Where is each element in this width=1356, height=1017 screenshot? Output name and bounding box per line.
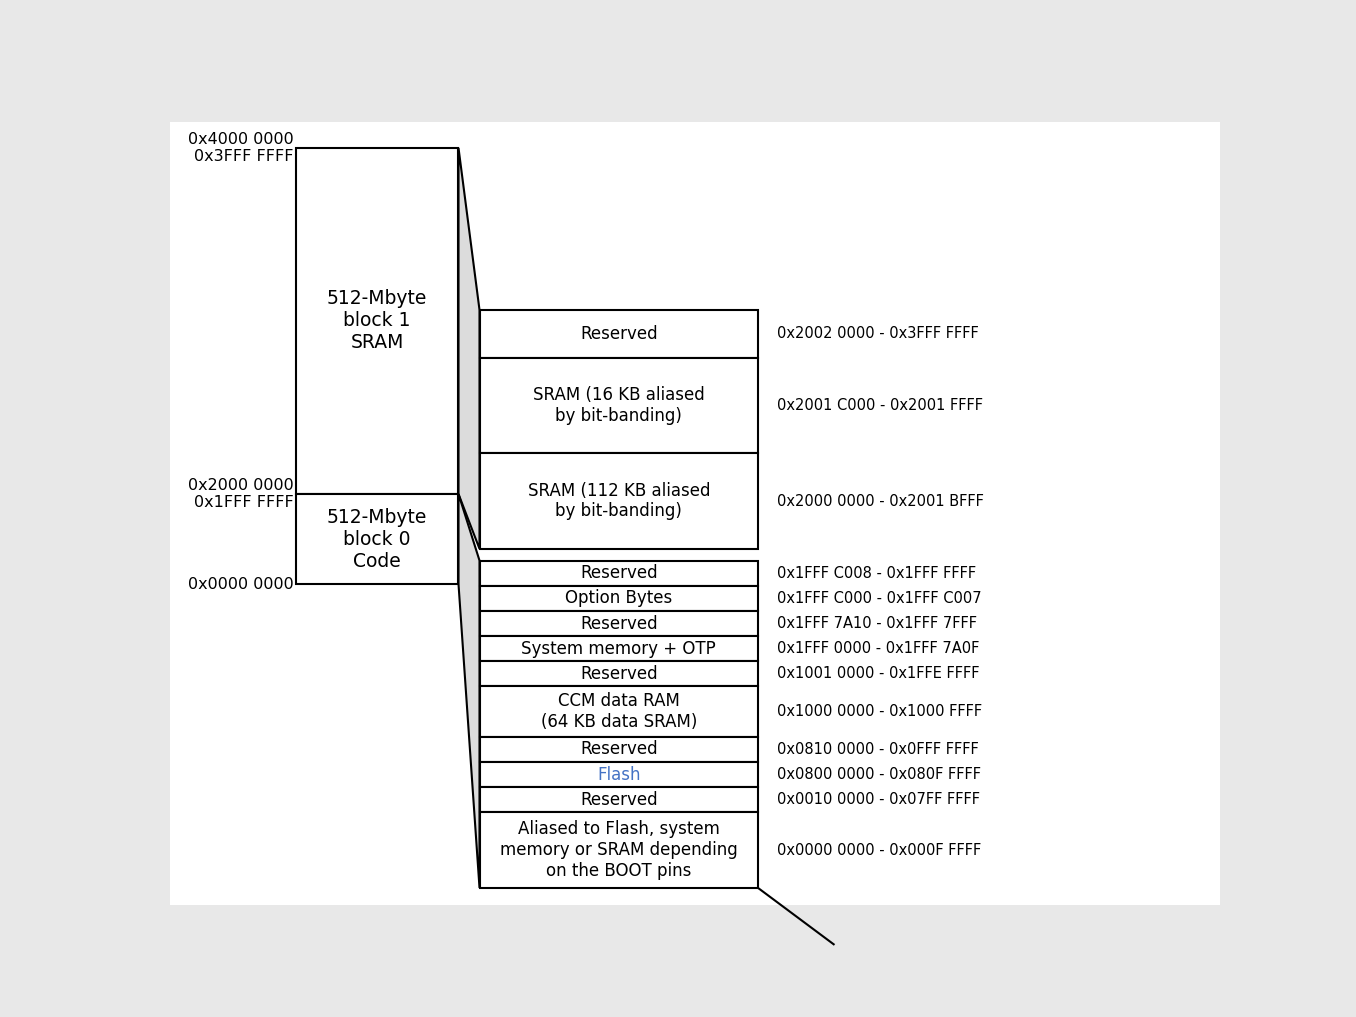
Bar bbox=[480, 560, 758, 888]
Text: 0x2000 0000
0x1FFF FFFF: 0x2000 0000 0x1FFF FFFF bbox=[187, 478, 293, 511]
Text: 512-Mbyte
block 1
SRAM: 512-Mbyte block 1 SRAM bbox=[327, 290, 427, 353]
Bar bbox=[480, 686, 758, 737]
Text: Flash: Flash bbox=[597, 766, 640, 783]
Text: 0x1FFF 0000 - 0x1FFF 7A0F: 0x1FFF 0000 - 0x1FFF 7A0F bbox=[777, 641, 979, 656]
Text: Aliased to Flash, system
memory or SRAM depending
on the BOOT pins: Aliased to Flash, system memory or SRAM … bbox=[500, 821, 738, 880]
Text: 0x0800 0000 - 0x080F FFFF: 0x0800 0000 - 0x080F FFFF bbox=[777, 767, 980, 782]
Text: Option Bytes: Option Bytes bbox=[565, 589, 673, 607]
Bar bbox=[480, 762, 758, 787]
Bar bbox=[480, 611, 758, 636]
Text: System memory + OTP: System memory + OTP bbox=[522, 640, 716, 658]
Text: 0x0000 0000 - 0x000F FFFF: 0x0000 0000 - 0x000F FFFF bbox=[777, 843, 982, 857]
Bar bbox=[296, 147, 458, 494]
Text: SRAM (16 KB aliased
by bit-banding): SRAM (16 KB aliased by bit-banding) bbox=[533, 386, 705, 425]
Text: 0x1FFF C008 - 0x1FFF FFFF: 0x1FFF C008 - 0x1FFF FFFF bbox=[777, 565, 976, 581]
Bar bbox=[480, 787, 758, 813]
Text: SRAM (112 KB aliased
by bit-banding): SRAM (112 KB aliased by bit-banding) bbox=[527, 482, 711, 521]
Bar bbox=[296, 494, 458, 584]
Bar bbox=[480, 454, 758, 549]
Text: 0x1000 0000 - 0x1000 FFFF: 0x1000 0000 - 0x1000 FFFF bbox=[777, 704, 982, 719]
Text: 0x2002 0000 - 0x3FFF FFFF: 0x2002 0000 - 0x3FFF FFFF bbox=[777, 326, 979, 342]
Text: Reserved: Reserved bbox=[580, 614, 658, 633]
Text: Reserved: Reserved bbox=[580, 665, 658, 682]
Text: 512-Mbyte
block 0
Code: 512-Mbyte block 0 Code bbox=[327, 507, 427, 571]
Text: 0x2001 C000 - 0x2001 FFFF: 0x2001 C000 - 0x2001 FFFF bbox=[777, 398, 983, 413]
Text: Reserved: Reserved bbox=[580, 791, 658, 809]
Bar bbox=[480, 310, 758, 358]
Polygon shape bbox=[458, 494, 480, 888]
Text: CCM data RAM
(64 KB data SRAM): CCM data RAM (64 KB data SRAM) bbox=[541, 693, 697, 731]
Bar bbox=[480, 661, 758, 686]
Bar bbox=[480, 636, 758, 661]
Bar bbox=[480, 358, 758, 454]
Bar bbox=[480, 813, 758, 888]
Text: Reserved: Reserved bbox=[580, 740, 658, 759]
Text: 0x0010 0000 - 0x07FF FFFF: 0x0010 0000 - 0x07FF FFFF bbox=[777, 792, 980, 807]
Polygon shape bbox=[458, 147, 480, 549]
Text: 0x0810 0000 - 0x0FFF FFFF: 0x0810 0000 - 0x0FFF FFFF bbox=[777, 742, 979, 757]
Text: Reserved: Reserved bbox=[580, 564, 658, 582]
Bar bbox=[480, 586, 758, 611]
Bar bbox=[480, 560, 758, 586]
Text: Reserved: Reserved bbox=[580, 324, 658, 343]
Bar bbox=[480, 310, 758, 549]
Text: 0x1001 0000 - 0x1FFE FFFF: 0x1001 0000 - 0x1FFE FFFF bbox=[777, 666, 979, 681]
Text: 0x1FFF C000 - 0x1FFF C007: 0x1FFF C000 - 0x1FFF C007 bbox=[777, 591, 982, 606]
Text: 0x4000 0000
0x3FFF FFFF: 0x4000 0000 0x3FFF FFFF bbox=[187, 131, 293, 164]
Text: 0x1FFF 7A10 - 0x1FFF 7FFF: 0x1FFF 7A10 - 0x1FFF 7FFF bbox=[777, 616, 976, 631]
Bar bbox=[480, 737, 758, 762]
Text: 0x0000 0000: 0x0000 0000 bbox=[187, 577, 293, 592]
Text: 0x2000 0000 - 0x2001 BFFF: 0x2000 0000 - 0x2001 BFFF bbox=[777, 493, 984, 508]
